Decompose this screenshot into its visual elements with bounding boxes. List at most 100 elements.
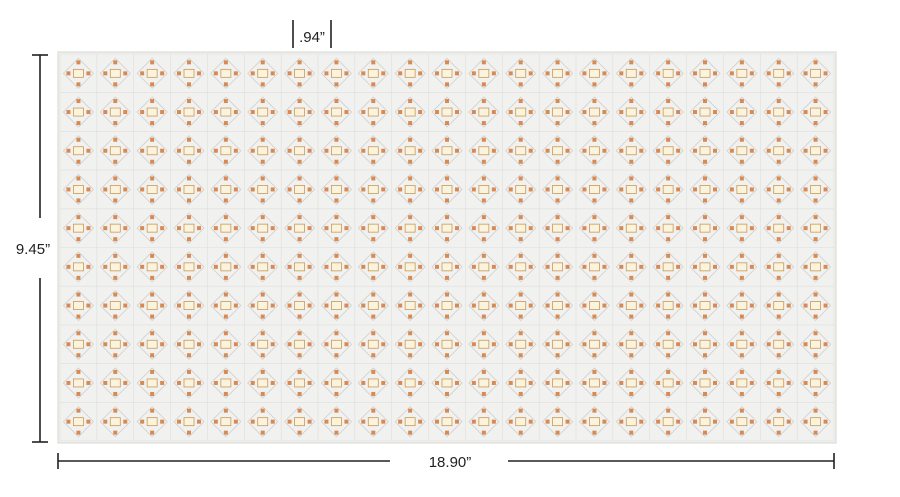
- solder-pad: [481, 292, 486, 297]
- solder-pad: [270, 303, 275, 308]
- solder-pad: [287, 148, 292, 153]
- solder-pad: [270, 226, 275, 231]
- solder-pad: [491, 226, 496, 231]
- solder-pad: [260, 408, 265, 413]
- solder-pad: [233, 187, 238, 192]
- led-chip: [257, 68, 269, 78]
- solder-pad: [66, 187, 71, 192]
- cell-outline: [652, 328, 684, 360]
- solder-pad: [739, 430, 744, 435]
- solder-pad: [361, 226, 366, 231]
- led-chip: [109, 107, 121, 117]
- led-chip: [220, 417, 232, 427]
- cell-outline: [284, 96, 316, 128]
- solder-pad: [287, 303, 292, 308]
- led-chip: [699, 262, 711, 272]
- solder-pad: [418, 303, 423, 308]
- solder-pad: [233, 71, 238, 76]
- cell-outline: [689, 96, 721, 128]
- solder-pad: [766, 110, 771, 115]
- solder-pad: [666, 391, 671, 396]
- led-chip: [220, 262, 232, 272]
- led-chip: [773, 262, 785, 272]
- solder-pad: [197, 419, 201, 424]
- solder-pad: [86, 342, 91, 347]
- solder-pad: [76, 430, 81, 435]
- cell-outline: [726, 367, 758, 399]
- solder-pad: [307, 110, 312, 115]
- cell-outline: [210, 57, 242, 89]
- solder-pad: [693, 71, 697, 76]
- solder-pad: [823, 342, 828, 347]
- solder-pad: [776, 408, 781, 413]
- led-chip: [331, 146, 342, 156]
- solder-pad: [639, 303, 644, 308]
- solder-pad: [508, 71, 513, 76]
- solder-pad: [666, 99, 671, 104]
- solder-pad: [545, 264, 550, 269]
- solder-pad: [123, 187, 128, 192]
- solder-pad: [729, 71, 734, 76]
- solder-pad: [223, 176, 228, 181]
- solder-pad: [803, 71, 808, 76]
- solder-pad: [693, 342, 697, 347]
- solder-pad: [481, 275, 486, 280]
- solder-pad: [766, 148, 771, 153]
- led-chip: [662, 107, 674, 117]
- led-chip: [773, 301, 785, 310]
- solder-pad: [324, 264, 329, 269]
- led-chip: [625, 185, 637, 194]
- cell-outline: [689, 251, 721, 283]
- solder-pad: [197, 187, 201, 192]
- solder-pad: [629, 198, 634, 203]
- solder-pad: [739, 331, 744, 336]
- solder-pad: [703, 237, 707, 242]
- solder-pad: [113, 275, 118, 280]
- solder-pad: [545, 148, 550, 153]
- solder-pad: [197, 342, 201, 347]
- solder-pad: [656, 71, 661, 76]
- cell-outline: [763, 251, 795, 283]
- solder-pad: [629, 237, 634, 242]
- led-chip: [109, 417, 121, 427]
- solder-pad: [223, 369, 228, 374]
- cell-outline: [62, 367, 94, 399]
- solder-pad: [803, 342, 808, 347]
- led-chip: [404, 301, 416, 310]
- solder-pad: [223, 159, 228, 164]
- cell-outline: [726, 57, 758, 89]
- solder-pad: [619, 71, 624, 76]
- solder-pad: [435, 110, 439, 115]
- solder-pad: [123, 264, 128, 269]
- cell-outline: [468, 57, 500, 89]
- solder-pad: [250, 110, 255, 115]
- led-chip: [810, 301, 821, 310]
- solder-pad: [703, 121, 707, 126]
- solder-pad: [582, 71, 587, 76]
- solder-pad: [555, 82, 560, 87]
- solder-pad: [786, 110, 791, 115]
- solder-pad: [776, 353, 781, 358]
- solder-pad: [187, 408, 191, 413]
- led-chip: [515, 378, 527, 388]
- solder-pad: [518, 314, 523, 319]
- cell-outline: [542, 135, 574, 167]
- solder-pad: [287, 110, 292, 115]
- led-chip: [552, 262, 563, 272]
- led-chip: [478, 68, 490, 78]
- cell-outline: [320, 96, 352, 128]
- solder-pad: [766, 187, 771, 192]
- solder-pad: [150, 82, 155, 87]
- solder-pad: [233, 148, 238, 153]
- solder-pad: [381, 71, 386, 76]
- solder-pad: [592, 430, 597, 435]
- solder-pad: [307, 264, 312, 269]
- solder-pad: [776, 215, 781, 220]
- solder-pad: [445, 253, 449, 258]
- cell-outline: [320, 57, 352, 89]
- cell-outline: [505, 251, 537, 283]
- cell-outline: [284, 251, 316, 283]
- solder-pad: [693, 110, 697, 115]
- solder-pad: [703, 331, 707, 336]
